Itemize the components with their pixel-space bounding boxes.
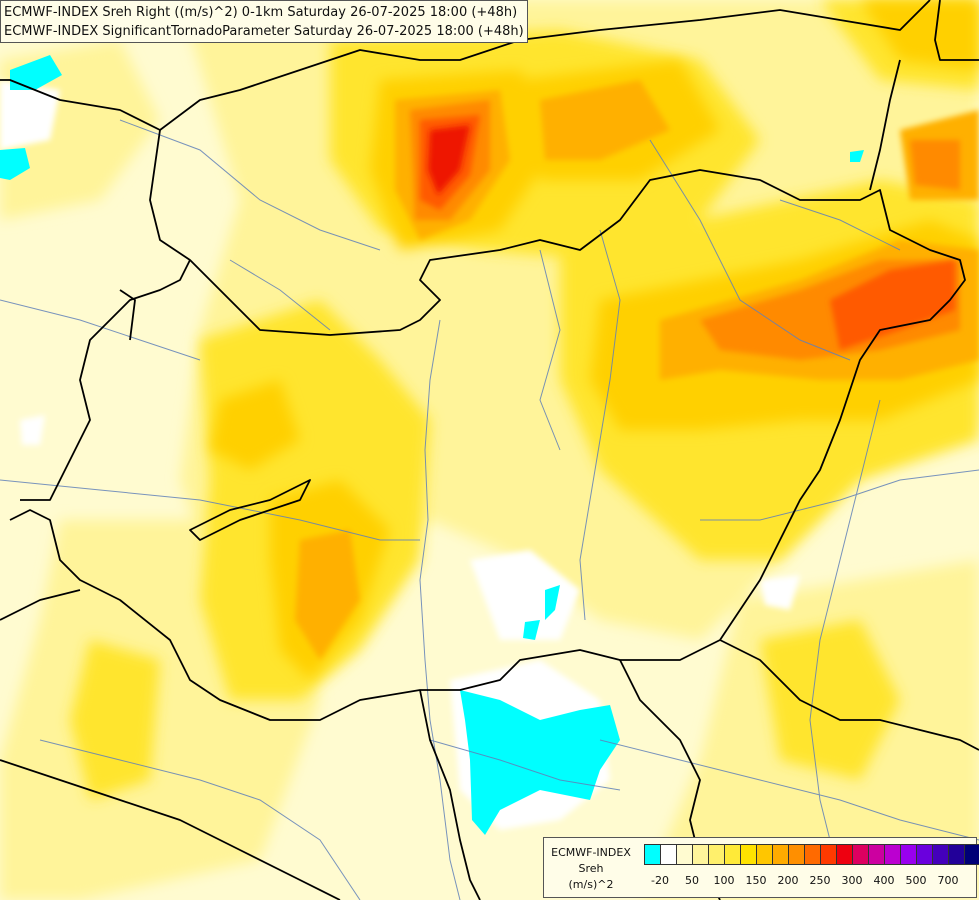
legend-title: ECMWF-INDEX [551, 846, 631, 859]
legend-swatch [709, 844, 725, 865]
legend-tick-label: 400 [873, 874, 895, 887]
legend-swatch [693, 844, 709, 865]
legend-swatch [949, 844, 965, 865]
legend-swatch [853, 844, 869, 865]
legend-tick-label: 300 [841, 874, 863, 887]
legend-swatch [661, 844, 677, 865]
sreh-400-zone [428, 125, 470, 195]
legend-tick-label: 100 [713, 874, 735, 887]
legend-swatch [645, 844, 661, 865]
map-title-box: ECMWF-INDEX Sreh Right ((m/s)^2) 0-1km S… [0, 0, 528, 43]
legend-tick-label: 700 [937, 874, 959, 887]
legend-swatch [725, 844, 741, 865]
legend-tick-label: 500 [905, 874, 927, 887]
legend-swatch [773, 844, 789, 865]
rivers [0, 119, 979, 900]
legend-swatch [885, 844, 901, 865]
legend-variable: Sreh [578, 862, 604, 875]
legend-swatch [901, 844, 917, 865]
color-legend: ECMWF-INDEX Sreh (m/s)^2 -20 50 100 150 200 2… [543, 837, 979, 898]
legend-swatch [965, 844, 979, 865]
legend-swatch [869, 844, 885, 865]
sreh-negative-zone [0, 55, 864, 835]
title-line-1: ECMWF-INDEX Sreh Right ((m/s)^2) 0-1km S… [4, 5, 518, 20]
legend-tick-label: 150 [745, 874, 767, 887]
legend-swatch [741, 844, 757, 865]
legend-swatch [757, 844, 773, 865]
legend-tick-label: 50 [685, 874, 699, 887]
legend-tick-label: 250 [809, 874, 831, 887]
legend-swatch [933, 844, 949, 865]
legend-tick-labels: -20 50 100 150 200 250 300 400 500 700 [644, 874, 974, 890]
legend-swatch [677, 844, 693, 865]
legend-swatch [805, 844, 821, 865]
legend-tick-label: -20 [651, 874, 669, 887]
legend-color-scale [644, 844, 979, 865]
legend-unit: (m/s)^2 [568, 878, 614, 891]
legend-swatch [917, 844, 933, 865]
title-line-2: ECMWF-INDEX SignificantTornadoParameter … [4, 24, 524, 39]
legend-tick-label: 200 [777, 874, 799, 887]
legend-swatch [821, 844, 837, 865]
legend-swatch [837, 844, 853, 865]
legend-swatch [789, 844, 805, 865]
